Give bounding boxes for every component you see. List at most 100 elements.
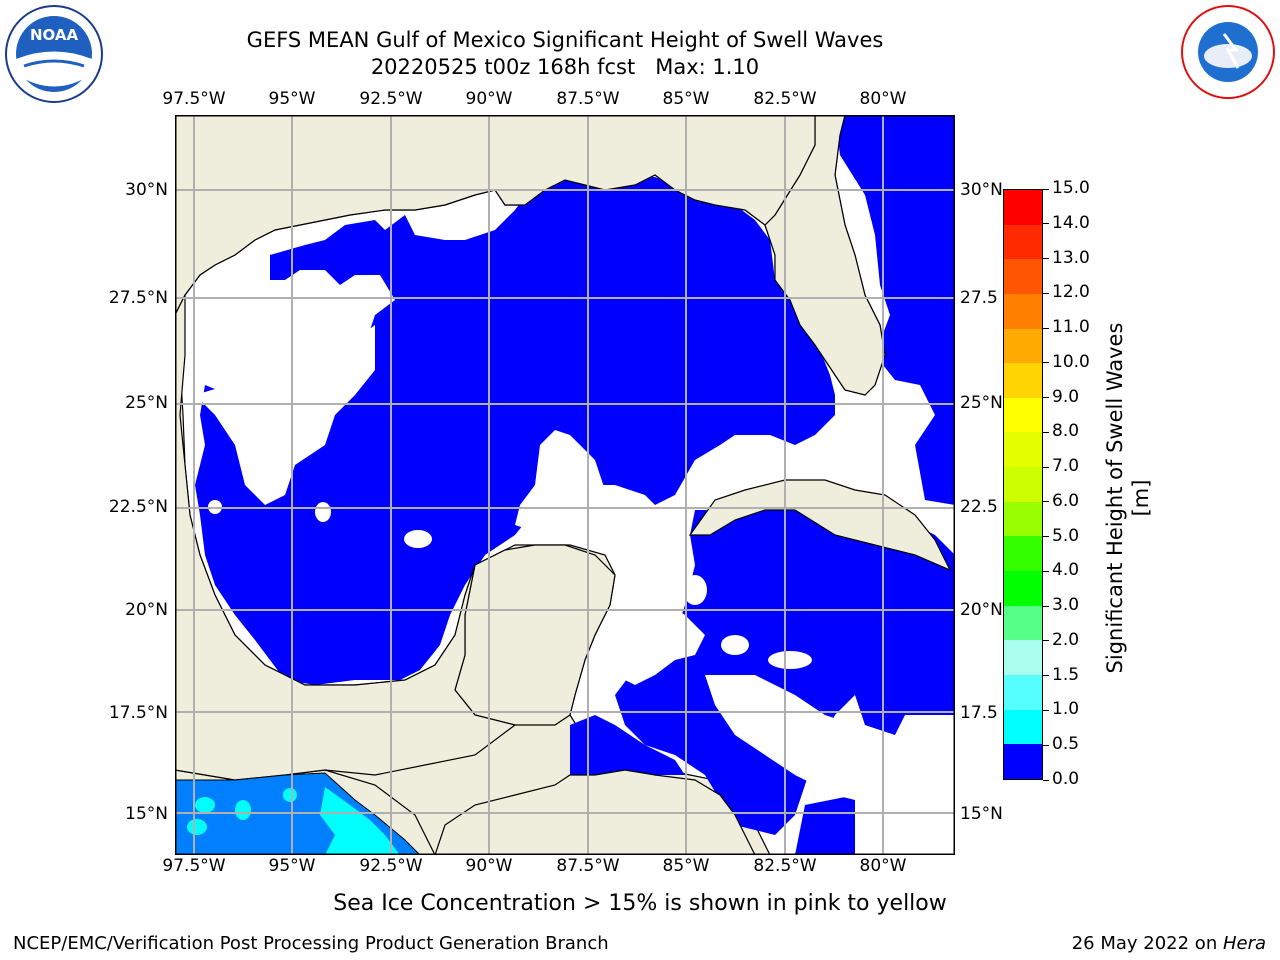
lat-tick-right-2: 27.5 (960, 288, 998, 308)
colorbar-tick-mark (1043, 292, 1049, 294)
noaa-logo-text: NOAA (29, 26, 79, 44)
lat-tick-right-5: 20°N (960, 600, 1003, 620)
lat-tick-right-1: 30°N (960, 180, 1003, 200)
colorbar-tick-label: 12.0 (1052, 282, 1090, 303)
nodata-patch-1 (195, 325, 375, 505)
footer-machine: Hera (1222, 933, 1266, 954)
pacific-swell-patch-3 (235, 800, 251, 820)
colorbar-tick-mark (1043, 466, 1049, 468)
nodata-island-1 (683, 575, 707, 605)
lat-tick-left-3: 25°N (125, 393, 168, 413)
colorbar-tick-label: 1.5 (1052, 664, 1080, 685)
lon-tick-bottom-2: 95°W (268, 856, 316, 876)
pacific-swell-patch-2 (187, 819, 207, 835)
colorbar-segment (1004, 501, 1042, 537)
colorbar-tick-mark (1043, 258, 1049, 260)
lon-tick-bottom-6: 85°W (662, 856, 710, 876)
noaa-logo: NOAA (4, 4, 104, 104)
map-frame (175, 115, 955, 855)
colorbar-segment (1004, 190, 1042, 225)
colorbar-tick-mark (1043, 709, 1049, 711)
lat-tick-left-2: 27.5°N (108, 288, 168, 308)
colorbar-tick-mark (1043, 744, 1049, 746)
colorbar-tick-label: 14.0 (1052, 212, 1090, 233)
nodata-island-2 (721, 635, 749, 655)
lon-tick-top-6: 85°W (662, 89, 710, 109)
map-svg (175, 115, 955, 855)
colorbar-tick-label: 0.5 (1052, 734, 1080, 755)
swell-field-south-corner (795, 795, 855, 855)
nodata-island-4 (404, 530, 432, 548)
colorbar-tick-label: 13.0 (1052, 247, 1090, 268)
lat-tick-right-6: 17.5 (960, 703, 998, 723)
colorbar-segment (1004, 224, 1042, 260)
swell-field-east-channel (835, 115, 955, 505)
lon-tick-bottom-3: 92.5°W (359, 856, 423, 876)
chart-title-line2: 20220525 t00z 168h fcst Max: 1.10 (370, 55, 760, 79)
colorbar-segment (1004, 467, 1042, 502)
pacific-swell-high (320, 787, 400, 855)
nodata-patch-cuba-sw (605, 595, 705, 685)
colorbar-tick-mark (1043, 501, 1049, 503)
colorbar-tick-mark (1043, 397, 1049, 399)
lon-tick-top-3: 92.5°W (359, 89, 423, 109)
lat-tick-left-4: 22.5°N (108, 497, 168, 517)
colorbar-tick-mark (1043, 605, 1049, 607)
colorbar-tick-label: 4.0 (1052, 560, 1080, 581)
colorbar-segment (1004, 328, 1042, 364)
nodata-island-5 (315, 502, 331, 522)
lon-tick-bottom-5: 87.5°W (556, 856, 620, 876)
colorbar-tick-mark (1043, 675, 1049, 677)
colorbar-tick-label: 10.0 (1052, 351, 1090, 372)
colorbar-tick-label: 7.0 (1052, 456, 1080, 477)
map-panel (175, 115, 955, 855)
colorbar-segment (1004, 571, 1042, 606)
lat-tick-left-5: 20°N (125, 600, 168, 620)
pacific-swell-patch-1 (195, 797, 215, 813)
nws-logo (1178, 4, 1278, 100)
lon-tick-bottom-7: 82.5°W (753, 856, 817, 876)
lat-tick-left-6: 17.5°N (108, 703, 168, 723)
colorbar-segment (1004, 293, 1042, 329)
nodata-patch-caribbean-1 (705, 675, 955, 805)
colorbar-tick-mark (1043, 223, 1049, 225)
colorbar-tick-mark (1043, 327, 1049, 329)
lat-tick-left-7: 15°N (125, 804, 168, 824)
colorbar-segment (1004, 259, 1042, 294)
colorbar-tick-label: 9.0 (1052, 386, 1080, 407)
lat-tick-right-3: 25°N (960, 393, 1003, 413)
colorbar-tick-label: 1.0 (1052, 699, 1080, 720)
colorbar-segment (1004, 536, 1042, 572)
colorbar-tick-mark (1043, 536, 1049, 538)
colorbar-segments (1004, 190, 1042, 779)
colorbar-tick-mark (1043, 362, 1049, 364)
colorbar-tick-label: 0.0 (1052, 769, 1080, 789)
swell-field-honduras-gulf (570, 715, 685, 775)
footer-date: 26 May 2022 on Hera (1072, 933, 1266, 954)
colorbar-segment (1004, 709, 1042, 745)
lon-tick-top-5: 87.5°W (556, 89, 620, 109)
lat-tick-right-4: 22.5 (960, 497, 998, 517)
colorbar-segment (1004, 363, 1042, 398)
colorbar-segment (1004, 744, 1042, 779)
lat-tick-left-1: 30°N (125, 180, 168, 200)
swell-field-low (195, 177, 835, 685)
footer-date-text: 26 May 2022 on (1071, 933, 1223, 954)
lon-tick-top-7: 82.5°W (753, 89, 817, 109)
lon-tick-top-1: 97.5°W (162, 89, 226, 109)
lon-tick-top-4: 90°W (465, 89, 513, 109)
us-gulf-coast-land (175, 115, 816, 316)
nodata-island-3 (768, 651, 812, 669)
colorbar-tick-label: 8.0 (1052, 421, 1080, 442)
colorbar-segment (1004, 640, 1042, 675)
lon-tick-bottom-4: 90°W (465, 856, 513, 876)
footer-branch: NCEP/EMC/Verification Post Processing Pr… (13, 933, 609, 954)
colorbar-tick-mark (1043, 188, 1049, 190)
colorbar-label: Significant Height of Swell Waves [m] (1103, 322, 1153, 674)
colorbar-tick-label: 3.0 (1052, 595, 1080, 616)
colorbar-tick-mark (1043, 570, 1049, 572)
lat-tick-right-7: 15°N (960, 804, 1003, 824)
colorbar-tick-label: 15.0 (1052, 178, 1090, 198)
chart-title-line1: GEFS MEAN Gulf of Mexico Significant Hei… (246, 28, 884, 52)
sea-ice-caption: Sea Ice Concentration > 15% is shown in … (333, 891, 947, 916)
